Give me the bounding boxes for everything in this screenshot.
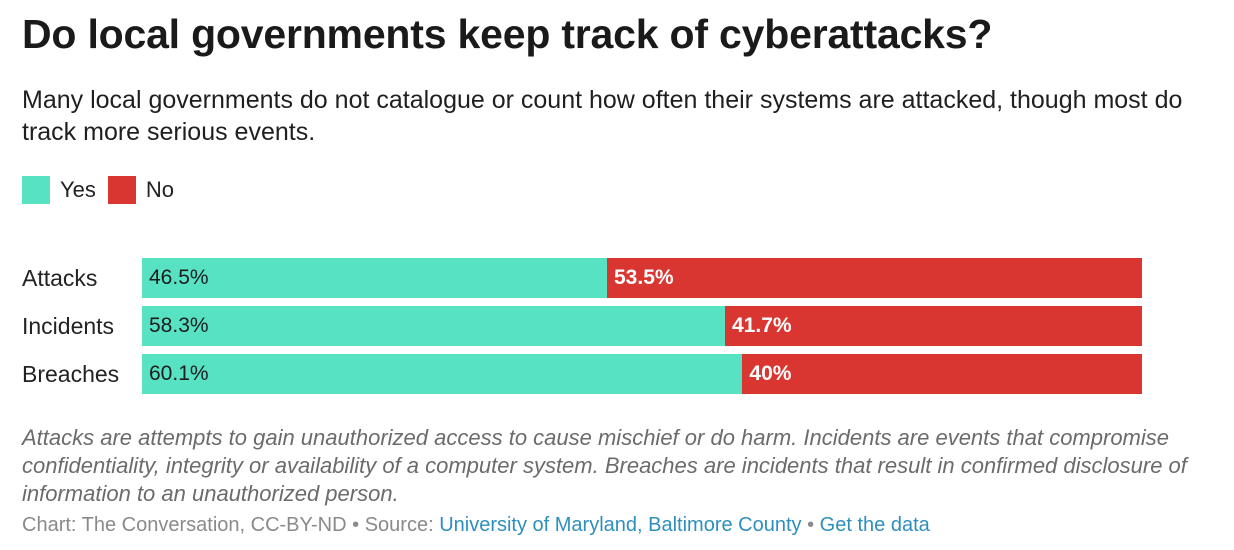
category-label-incidents: Incidents — [22, 313, 115, 339]
bar-track: 58.3% 41.7% — [142, 306, 1142, 346]
legend-swatch-yes — [22, 176, 50, 204]
chart-note: Attacks are attempts to gain unauthorize… — [22, 425, 1187, 506]
chart-footer: Chart: The Conversation, CC-BY-ND • Sour… — [22, 514, 930, 537]
bar-row-breaches: Breaches 60.1% 40% — [0, 354, 1234, 394]
bar-row-incidents: Incidents 58.3% 41.7% — [0, 306, 1234, 346]
legend-item-no: No — [107, 176, 175, 204]
bar-segment-yes-incidents: 58.3% — [142, 306, 725, 346]
category-label-attacks: Attacks — [22, 265, 98, 291]
legend-item-yes: Yes — [22, 176, 96, 204]
get-data-link[interactable]: Get the data — [819, 514, 930, 536]
bar-segment-no-attacks: 53.5% — [607, 258, 1142, 298]
chart-title: Do local governments keep track of cyber… — [22, 11, 993, 57]
chart-subtitle: Many local governments do not catalogue … — [22, 86, 1183, 146]
source-link[interactable]: University of Maryland, Baltimore County — [439, 514, 802, 536]
bar-track: 60.1% 40% — [142, 354, 1142, 394]
footer-separator: • — [801, 514, 820, 536]
legend: Yes No — [22, 176, 186, 204]
data-label-yes-attacks: 46.5% — [149, 266, 209, 289]
legend-label-no: No — [145, 177, 175, 202]
data-label-no-incidents: 41.7% — [732, 314, 792, 337]
data-label-no-breaches: 40% — [749, 362, 792, 385]
credit-text: Chart: The Conversation, CC-BY-ND — [22, 514, 347, 536]
bar-segment-no-breaches: 40% — [742, 354, 1142, 394]
bar-segment-yes-attacks: 46.5% — [142, 258, 607, 298]
data-label-yes-breaches: 60.1% — [149, 362, 209, 385]
legend-label-yes: Yes — [60, 177, 96, 202]
data-label-no-attacks: 53.5% — [614, 266, 674, 289]
bar-track: 46.5% 53.5% — [142, 258, 1142, 298]
bar-segment-yes-breaches: 60.1% — [142, 354, 743, 394]
footer-separator: • — [346, 514, 365, 536]
source-prefix: Source: — [364, 514, 440, 536]
stacked-bar-chart: Attacks 46.5% 53.5% Incidents 58.3% 41.7% Brea… — [0, 258, 1234, 398]
bar-segment-no-incidents: 41.7% — [725, 306, 1142, 346]
category-label-breaches: Breaches — [22, 361, 120, 387]
data-label-yes-incidents: 58.3% — [149, 314, 209, 337]
bar-row-attacks: Attacks 46.5% 53.5% — [0, 258, 1234, 298]
legend-swatch-no — [107, 176, 136, 204]
